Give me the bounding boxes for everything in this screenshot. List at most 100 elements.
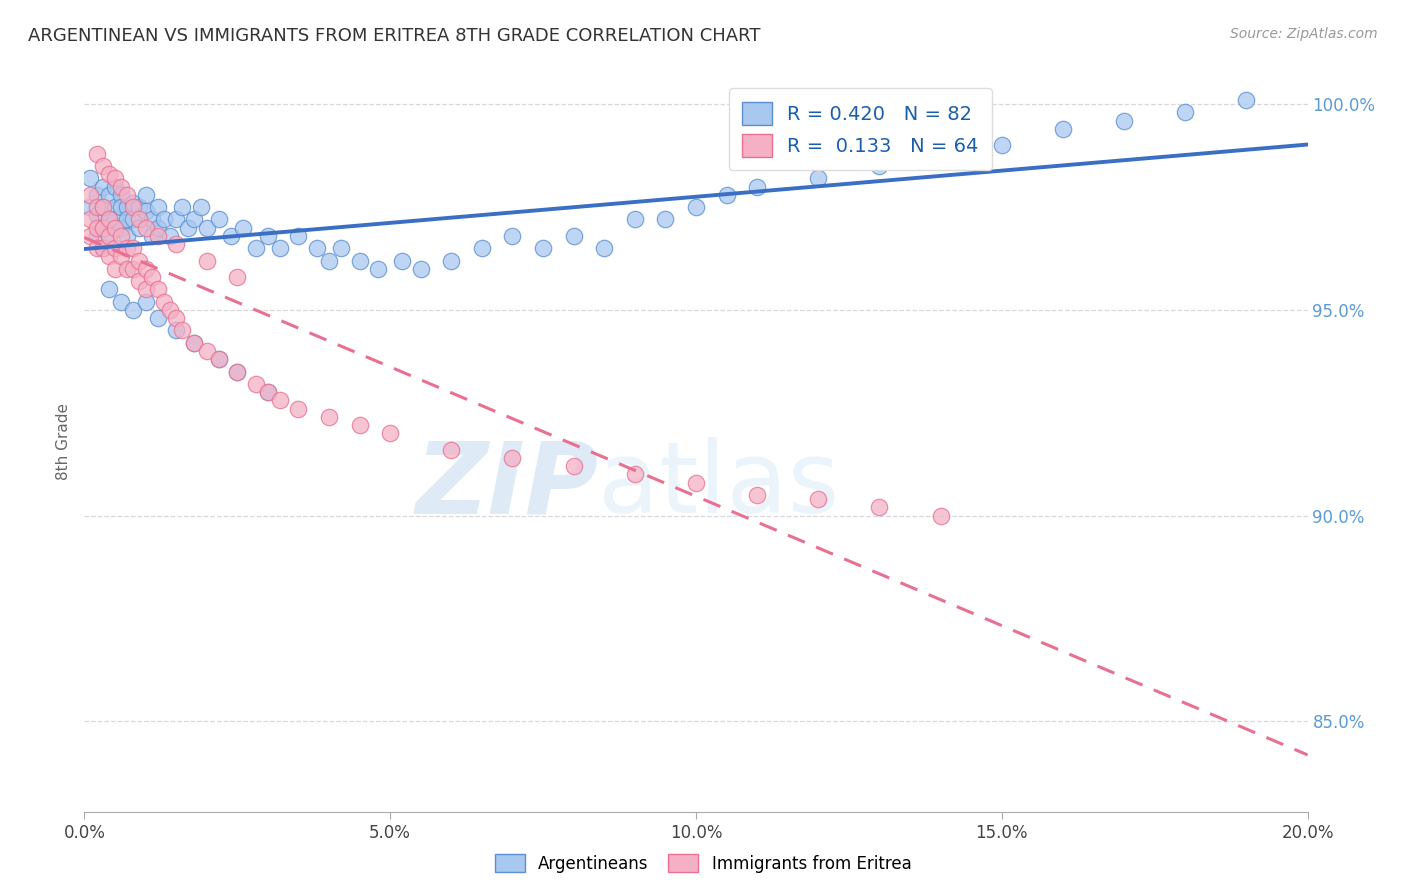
Point	[245, 376, 267, 391]
Point	[716, 187, 738, 202]
Point	[91, 241, 114, 255]
Point	[991, 138, 1014, 153]
Point	[79, 228, 101, 243]
Point	[172, 324, 194, 338]
Point	[593, 241, 616, 255]
Point	[190, 200, 212, 214]
Point	[122, 302, 145, 317]
Point	[269, 241, 291, 255]
Point	[86, 228, 108, 243]
Point	[195, 253, 218, 268]
Point	[502, 228, 524, 243]
Point	[349, 418, 371, 433]
Point	[91, 241, 114, 255]
Point	[86, 200, 108, 214]
Point	[747, 488, 769, 502]
Point	[367, 261, 389, 276]
Point	[135, 282, 157, 296]
Point	[86, 241, 108, 255]
Point	[257, 385, 280, 400]
Point	[245, 241, 267, 255]
Point	[86, 208, 108, 222]
Point	[624, 467, 647, 482]
Point	[869, 500, 891, 515]
Point	[183, 212, 205, 227]
Point	[79, 171, 101, 186]
Point	[232, 220, 254, 235]
Point	[79, 187, 101, 202]
Point	[685, 200, 707, 214]
Point	[110, 187, 132, 202]
Point	[141, 228, 163, 243]
Point	[219, 228, 242, 243]
Point	[128, 200, 150, 214]
Text: atlas: atlas	[598, 437, 839, 534]
Text: ZIP: ZIP	[415, 437, 598, 534]
Point	[380, 426, 402, 441]
Point	[110, 228, 132, 243]
Point	[654, 212, 676, 227]
Point	[104, 200, 127, 214]
Point	[122, 212, 145, 227]
Point	[165, 212, 187, 227]
Point	[86, 146, 108, 161]
Point	[349, 253, 371, 268]
Point	[104, 212, 127, 227]
Y-axis label: 8th Grade: 8th Grade	[56, 403, 72, 480]
Point	[86, 187, 108, 202]
Point	[110, 294, 132, 309]
Point	[562, 228, 585, 243]
Point	[208, 352, 231, 367]
Point	[146, 282, 169, 296]
Point	[685, 475, 707, 490]
Point	[287, 228, 309, 243]
Point	[110, 179, 132, 194]
Point	[165, 324, 187, 338]
Point	[146, 228, 169, 243]
Point	[97, 212, 120, 227]
Point	[122, 241, 145, 255]
Point	[183, 335, 205, 350]
Point	[1174, 105, 1197, 120]
Point	[747, 179, 769, 194]
Point	[177, 220, 200, 235]
Point	[79, 212, 101, 227]
Point	[1114, 113, 1136, 128]
Point	[110, 250, 132, 264]
Point	[128, 220, 150, 235]
Point	[135, 294, 157, 309]
Point	[305, 241, 328, 255]
Point	[502, 450, 524, 465]
Point	[128, 274, 150, 288]
Point	[86, 220, 108, 235]
Point	[172, 200, 194, 214]
Point	[91, 200, 114, 214]
Point	[257, 228, 280, 243]
Point	[195, 344, 218, 359]
Point	[141, 270, 163, 285]
Point	[929, 508, 952, 523]
Point	[97, 187, 120, 202]
Point	[807, 171, 830, 186]
Point	[91, 220, 114, 235]
Point	[391, 253, 413, 268]
Point	[146, 200, 169, 214]
Point	[97, 212, 120, 227]
Point	[104, 179, 127, 194]
Point	[115, 228, 138, 243]
Point	[159, 228, 181, 243]
Point	[929, 146, 952, 161]
Point	[226, 270, 249, 285]
Point	[115, 261, 138, 276]
Point	[165, 237, 187, 252]
Point	[440, 442, 463, 457]
Point	[269, 393, 291, 408]
Point	[226, 365, 249, 379]
Text: ARGENTINEAN VS IMMIGRANTS FROM ERITREA 8TH GRADE CORRELATION CHART: ARGENTINEAN VS IMMIGRANTS FROM ERITREA 8…	[28, 27, 761, 45]
Point	[165, 311, 187, 326]
Point	[91, 220, 114, 235]
Point	[1052, 122, 1074, 136]
Point	[97, 228, 120, 243]
Point	[195, 220, 218, 235]
Point	[287, 401, 309, 416]
